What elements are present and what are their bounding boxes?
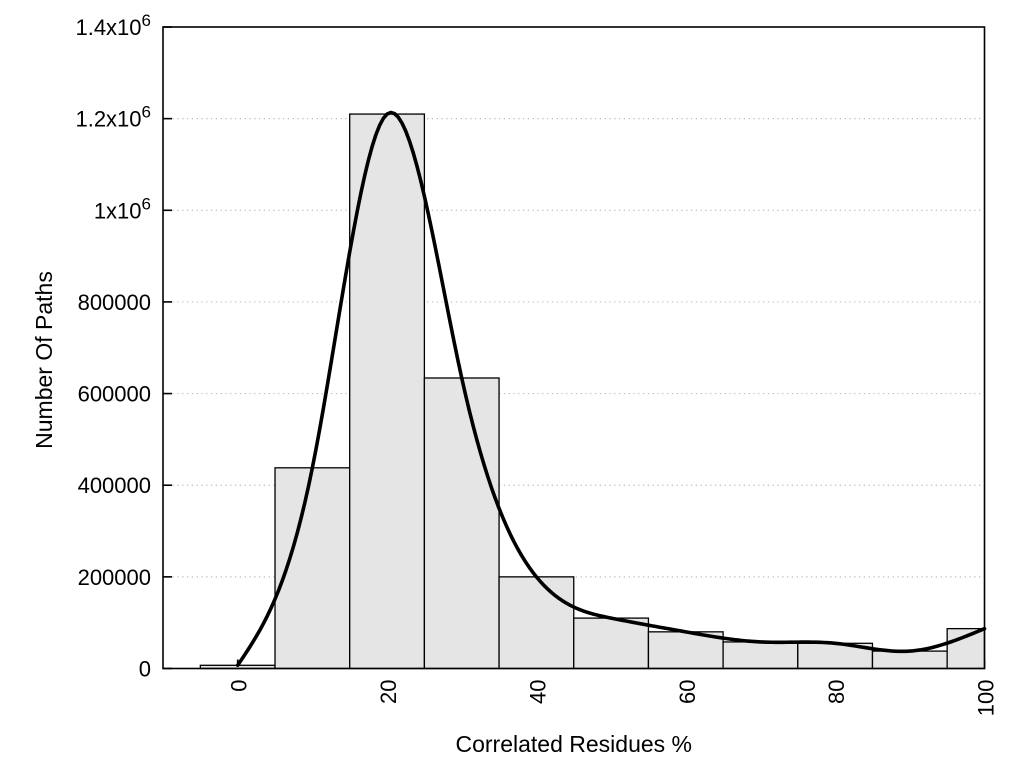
histogram-bar (423, 377, 500, 670)
x-tick-label: 0 (227, 680, 252, 692)
x-tick-label: 100 (974, 680, 999, 717)
y-tick-label: 1.4x106 (75, 11, 151, 40)
y-axis-title: Number Of Paths (31, 271, 57, 449)
y-tick-label: 400000 (78, 473, 151, 498)
histogram-bar (722, 641, 799, 670)
histogram-bar (349, 113, 426, 670)
density-curve (235, 110, 987, 668)
plot-border (162, 26, 986, 670)
y-tick-label: 0 (139, 657, 151, 682)
x-tick-label: 80 (824, 680, 849, 704)
y-tick-label: 600000 (78, 382, 151, 407)
histogram-bar (871, 650, 948, 670)
y-tick-label: 200000 (78, 565, 151, 590)
x-tick-label: 60 (675, 680, 700, 704)
y-tick-label: 1x106 (94, 194, 151, 223)
x-axis-title: Correlated Residues % (455, 731, 692, 757)
x-tick-label: 20 (376, 680, 401, 704)
histogram-bar (573, 617, 650, 670)
histogram-bar (498, 576, 575, 670)
y-tick-label: 1.2x106 (75, 103, 151, 132)
x-tick-label: 40 (525, 680, 550, 704)
y-tick-label: 800000 (78, 290, 151, 315)
